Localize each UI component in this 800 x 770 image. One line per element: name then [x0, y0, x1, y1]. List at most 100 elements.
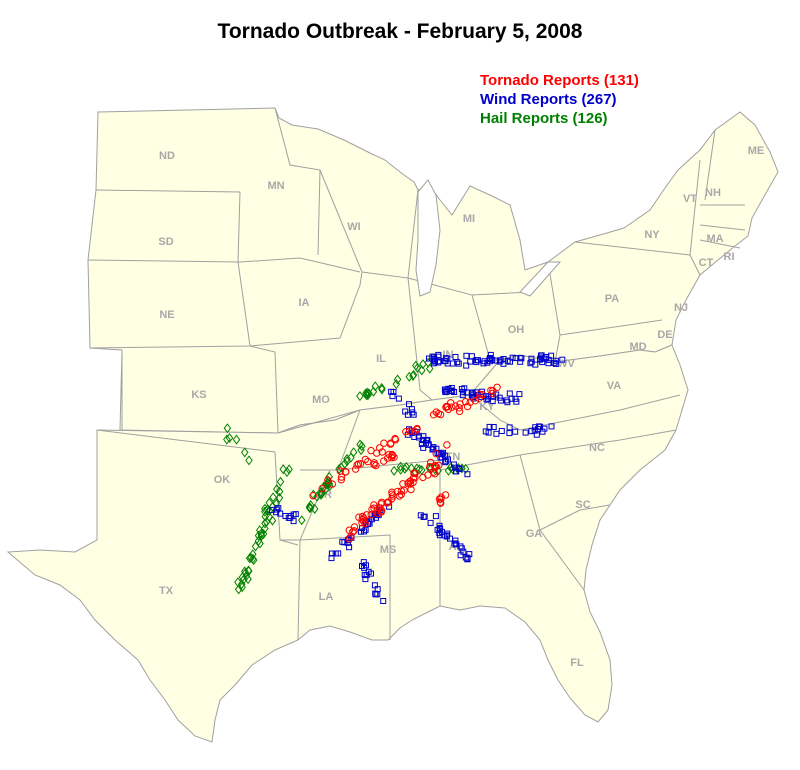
wind-report-marker	[346, 544, 353, 551]
tornado-report-marker	[393, 487, 402, 496]
tornado-report-marker	[432, 450, 440, 458]
wind-report-marker	[504, 357, 511, 364]
legend: Tornado Reports (131) Wind Reports (267)…	[480, 71, 639, 128]
wind-report-marker	[536, 423, 542, 430]
hail-report-marker	[285, 464, 293, 475]
hail-report-marker	[310, 503, 319, 514]
tornado-report-marker	[388, 488, 396, 496]
wind-report-marker	[444, 532, 450, 539]
hail-report-marker	[225, 432, 234, 444]
tornado-reports	[309, 383, 501, 543]
lake-erie	[519, 261, 562, 297]
wind-report-marker	[468, 353, 475, 360]
tornado-report-marker	[431, 461, 439, 470]
tornado-report-marker	[443, 402, 451, 411]
wind-report-marker	[452, 354, 459, 360]
tornado-report-marker	[358, 512, 367, 521]
hail-report-marker	[240, 447, 249, 458]
hail-report-marker	[279, 464, 288, 475]
hail-report-marker	[461, 463, 470, 474]
wind-report-marker	[497, 357, 504, 364]
hail-report-marker	[232, 434, 241, 445]
hail-report-marker	[261, 518, 269, 529]
label-nd: ND	[159, 150, 175, 162]
wind-report-marker	[493, 430, 500, 437]
hail-report-marker	[347, 452, 355, 463]
tornado-report-marker	[345, 535, 353, 543]
wind-report-marker	[486, 423, 493, 430]
tornado-report-marker	[370, 504, 378, 512]
wind-report-marker	[329, 550, 335, 557]
label-il: IL	[376, 353, 386, 365]
hail-report-marker	[415, 464, 424, 475]
tornado-report-marker	[358, 515, 366, 524]
label-sd: SD	[158, 236, 173, 248]
hail-report-marker	[325, 478, 334, 489]
wind-report-marker	[430, 357, 437, 364]
wind-report-marker	[368, 516, 375, 523]
hail-report-marker	[371, 381, 379, 392]
wind-report-marker	[489, 398, 496, 405]
hail-report-marker	[378, 384, 386, 395]
label-ga: GA	[526, 528, 543, 540]
label-mi: MI	[463, 213, 475, 225]
tornado-report-marker	[378, 506, 386, 515]
wind-report-marker	[418, 441, 425, 448]
wind-report-marker	[437, 450, 444, 457]
hail-report-marker	[413, 362, 422, 373]
wind-report-marker	[362, 576, 369, 583]
wind-report-marker	[287, 513, 294, 519]
wind-report-marker	[455, 360, 462, 367]
wind-report-marker	[512, 428, 519, 435]
tornado-report-marker	[370, 459, 378, 467]
wind-report-marker	[506, 430, 513, 437]
hail-report-marker	[257, 528, 265, 539]
label-ne: NE	[159, 309, 174, 321]
wind-report-marker	[432, 513, 439, 520]
tornado-report-marker	[391, 434, 399, 443]
tornado-report-marker	[493, 383, 501, 391]
wind-report-marker	[506, 390, 513, 397]
hail-report-marker	[448, 463, 457, 474]
hail-report-marker	[419, 359, 427, 370]
map-title: Tornado Outbreak - February 5, 2008	[217, 20, 583, 43]
label-fl: FL	[570, 657, 584, 669]
label-wi: WI	[347, 221, 360, 233]
tornado-report-marker	[350, 527, 358, 535]
tornado-report-marker	[380, 457, 388, 465]
label-ks: KS	[191, 389, 206, 401]
wind-report-marker	[374, 586, 381, 593]
hail-report-marker	[223, 423, 232, 434]
wind-report-marker	[456, 466, 463, 472]
label-me: ME	[748, 145, 765, 157]
hail-report-marker	[261, 503, 269, 514]
hail-report-marker	[365, 388, 373, 399]
land-south	[6, 344, 689, 743]
wind-report-marker	[509, 354, 516, 361]
wind-report-marker	[469, 389, 476, 396]
tornado-report-marker	[424, 471, 432, 479]
wind-report-marker	[390, 389, 397, 395]
label-tx: TX	[159, 585, 174, 597]
wind-report-marker	[420, 444, 427, 451]
wind-report-marker	[408, 406, 415, 413]
wind-report-marker	[538, 354, 545, 361]
hail-report-marker	[256, 538, 264, 549]
tornado-report-marker	[380, 439, 388, 447]
hail-report-marker	[261, 523, 269, 534]
hail-report-marker	[297, 515, 306, 526]
wind-report-marker	[512, 395, 519, 402]
hail-report-marker	[244, 574, 252, 585]
hail-report-marker	[393, 374, 402, 385]
wind-report-marker	[518, 355, 525, 362]
label-pa: PA	[605, 293, 620, 305]
hail-report-marker	[238, 582, 246, 593]
wind-report-marker	[506, 424, 513, 431]
legend-wind: Wind Reports (267)	[480, 91, 617, 108]
label-nj: NJ	[674, 302, 688, 314]
tornado-report-marker	[345, 526, 353, 534]
label-ok: OK	[214, 474, 231, 486]
wind-report-marker	[552, 360, 559, 367]
hail-report-marker	[254, 535, 263, 546]
hail-report-marker	[265, 505, 274, 516]
